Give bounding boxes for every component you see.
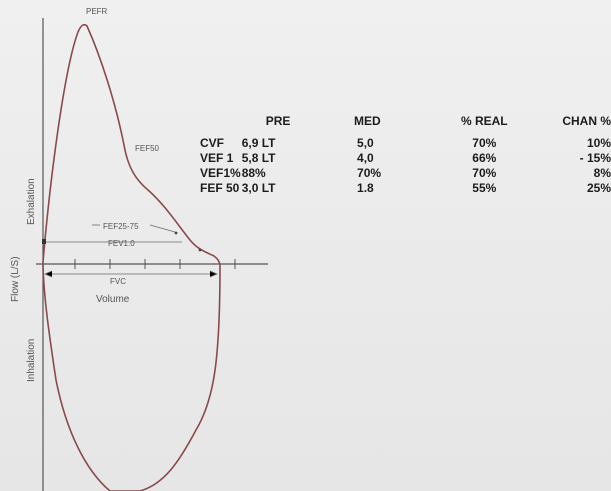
fev1-label: FEV1.0 — [108, 239, 135, 248]
header-blank — [200, 114, 242, 136]
fef2575-point — [174, 231, 178, 235]
table-header-row: PRE MED % REAL CHAN % — [200, 114, 611, 136]
row-label: FEF 50 — [200, 181, 240, 195]
inhalation-label: Inhalation — [26, 339, 37, 382]
header-med: MED — [354, 114, 381, 128]
pre-value: 88% — [241, 166, 266, 180]
header-pre: PRE — [265, 114, 291, 128]
med-value: 70% — [357, 166, 382, 180]
percent-real-value: 66% — [472, 151, 497, 165]
percent-real-value: 70% — [472, 136, 497, 150]
exhalation-label: Exhalation — [26, 178, 37, 225]
axis-marker — [42, 239, 46, 244]
pefr-label: PEFR — [86, 7, 108, 16]
fef2575-label: FEF25-75 — [103, 222, 139, 231]
table-row: CVF 6,9 LT 5,0 70% 10% — [200, 136, 611, 151]
table-row: VEF 1 5,8 LT 4,0 66% - 15% — [200, 151, 611, 166]
row-label: CVF — [200, 136, 224, 150]
volume-axis-label: Volume — [96, 294, 130, 305]
table-row: VEF1% 88% 70% 70% 8% — [200, 166, 611, 181]
volume-axis-ticks — [74, 259, 236, 269]
flow-volume-loop — [42, 23, 221, 491]
row-label: VEF 1 — [200, 151, 234, 165]
med-value: 5,0 — [357, 136, 374, 150]
flow-axis-label: Flow (L/S) — [10, 256, 21, 302]
pre-value: 3,0 LT — [241, 181, 276, 195]
spirometry-results-table: PRE MED % REAL CHAN % CVF 6,9 LT 5,0 70%… — [200, 114, 611, 196]
fef2575-marker-right — [149, 224, 176, 233]
med-value: 4,0 — [357, 151, 374, 165]
chan-percent-value: 25% — [586, 181, 611, 195]
row-label: VEF1% — [200, 166, 241, 180]
table-row: FEF 50 3,0 LT 1.8 55% 25% — [200, 181, 611, 196]
percent-real-value: 55% — [472, 181, 497, 195]
header-chan-percent: CHAN % — [562, 114, 611, 128]
chan-percent-value: 8% — [593, 166, 611, 180]
pre-value: 6,9 LT — [241, 136, 276, 150]
chan-percent-value: - 15% — [579, 151, 611, 165]
fvc-arrow-right — [209, 270, 219, 278]
med-value: 1.8 — [357, 181, 374, 195]
curve-point — [198, 248, 202, 252]
fvc-label: FVC — [110, 277, 126, 286]
header-percent-real: % REAL — [460, 114, 508, 128]
fvc-arrow-left — [43, 270, 53, 278]
pre-value: 5,8 LT — [241, 151, 276, 165]
percent-real-value: 70% — [472, 166, 497, 180]
fef50-label: FEF50 — [135, 144, 160, 153]
chan-percent-value: 10% — [586, 136, 611, 150]
